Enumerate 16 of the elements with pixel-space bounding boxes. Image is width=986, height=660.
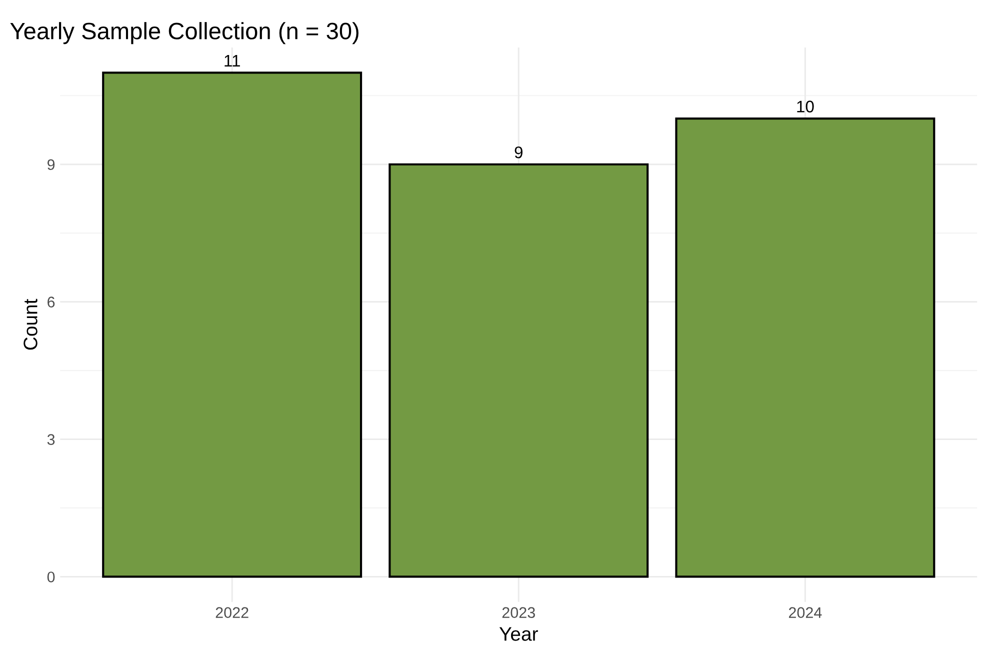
y-tick-label: 3 [47,434,55,445]
bar [102,72,362,578]
chart-title: Yearly Sample Collection (n = 30) [10,22,358,44]
y-tick-label: 6 [48,296,55,308]
bar [675,117,936,578]
data-label: 9 [514,146,522,158]
bar [388,163,649,578]
x-axis-title: Year [499,627,538,641]
y-tick-label: 0 [47,572,55,582]
x-tick-label: 2022 [216,607,248,618]
x-tick-label: 2024 [788,607,822,618]
data-label: 11 [224,55,240,66]
y-axis-title: Count [24,298,38,350]
y-tick-label: 9 [48,159,55,170]
x-tick-label: 2023 [502,607,535,618]
data-label: 10 [797,100,814,112]
